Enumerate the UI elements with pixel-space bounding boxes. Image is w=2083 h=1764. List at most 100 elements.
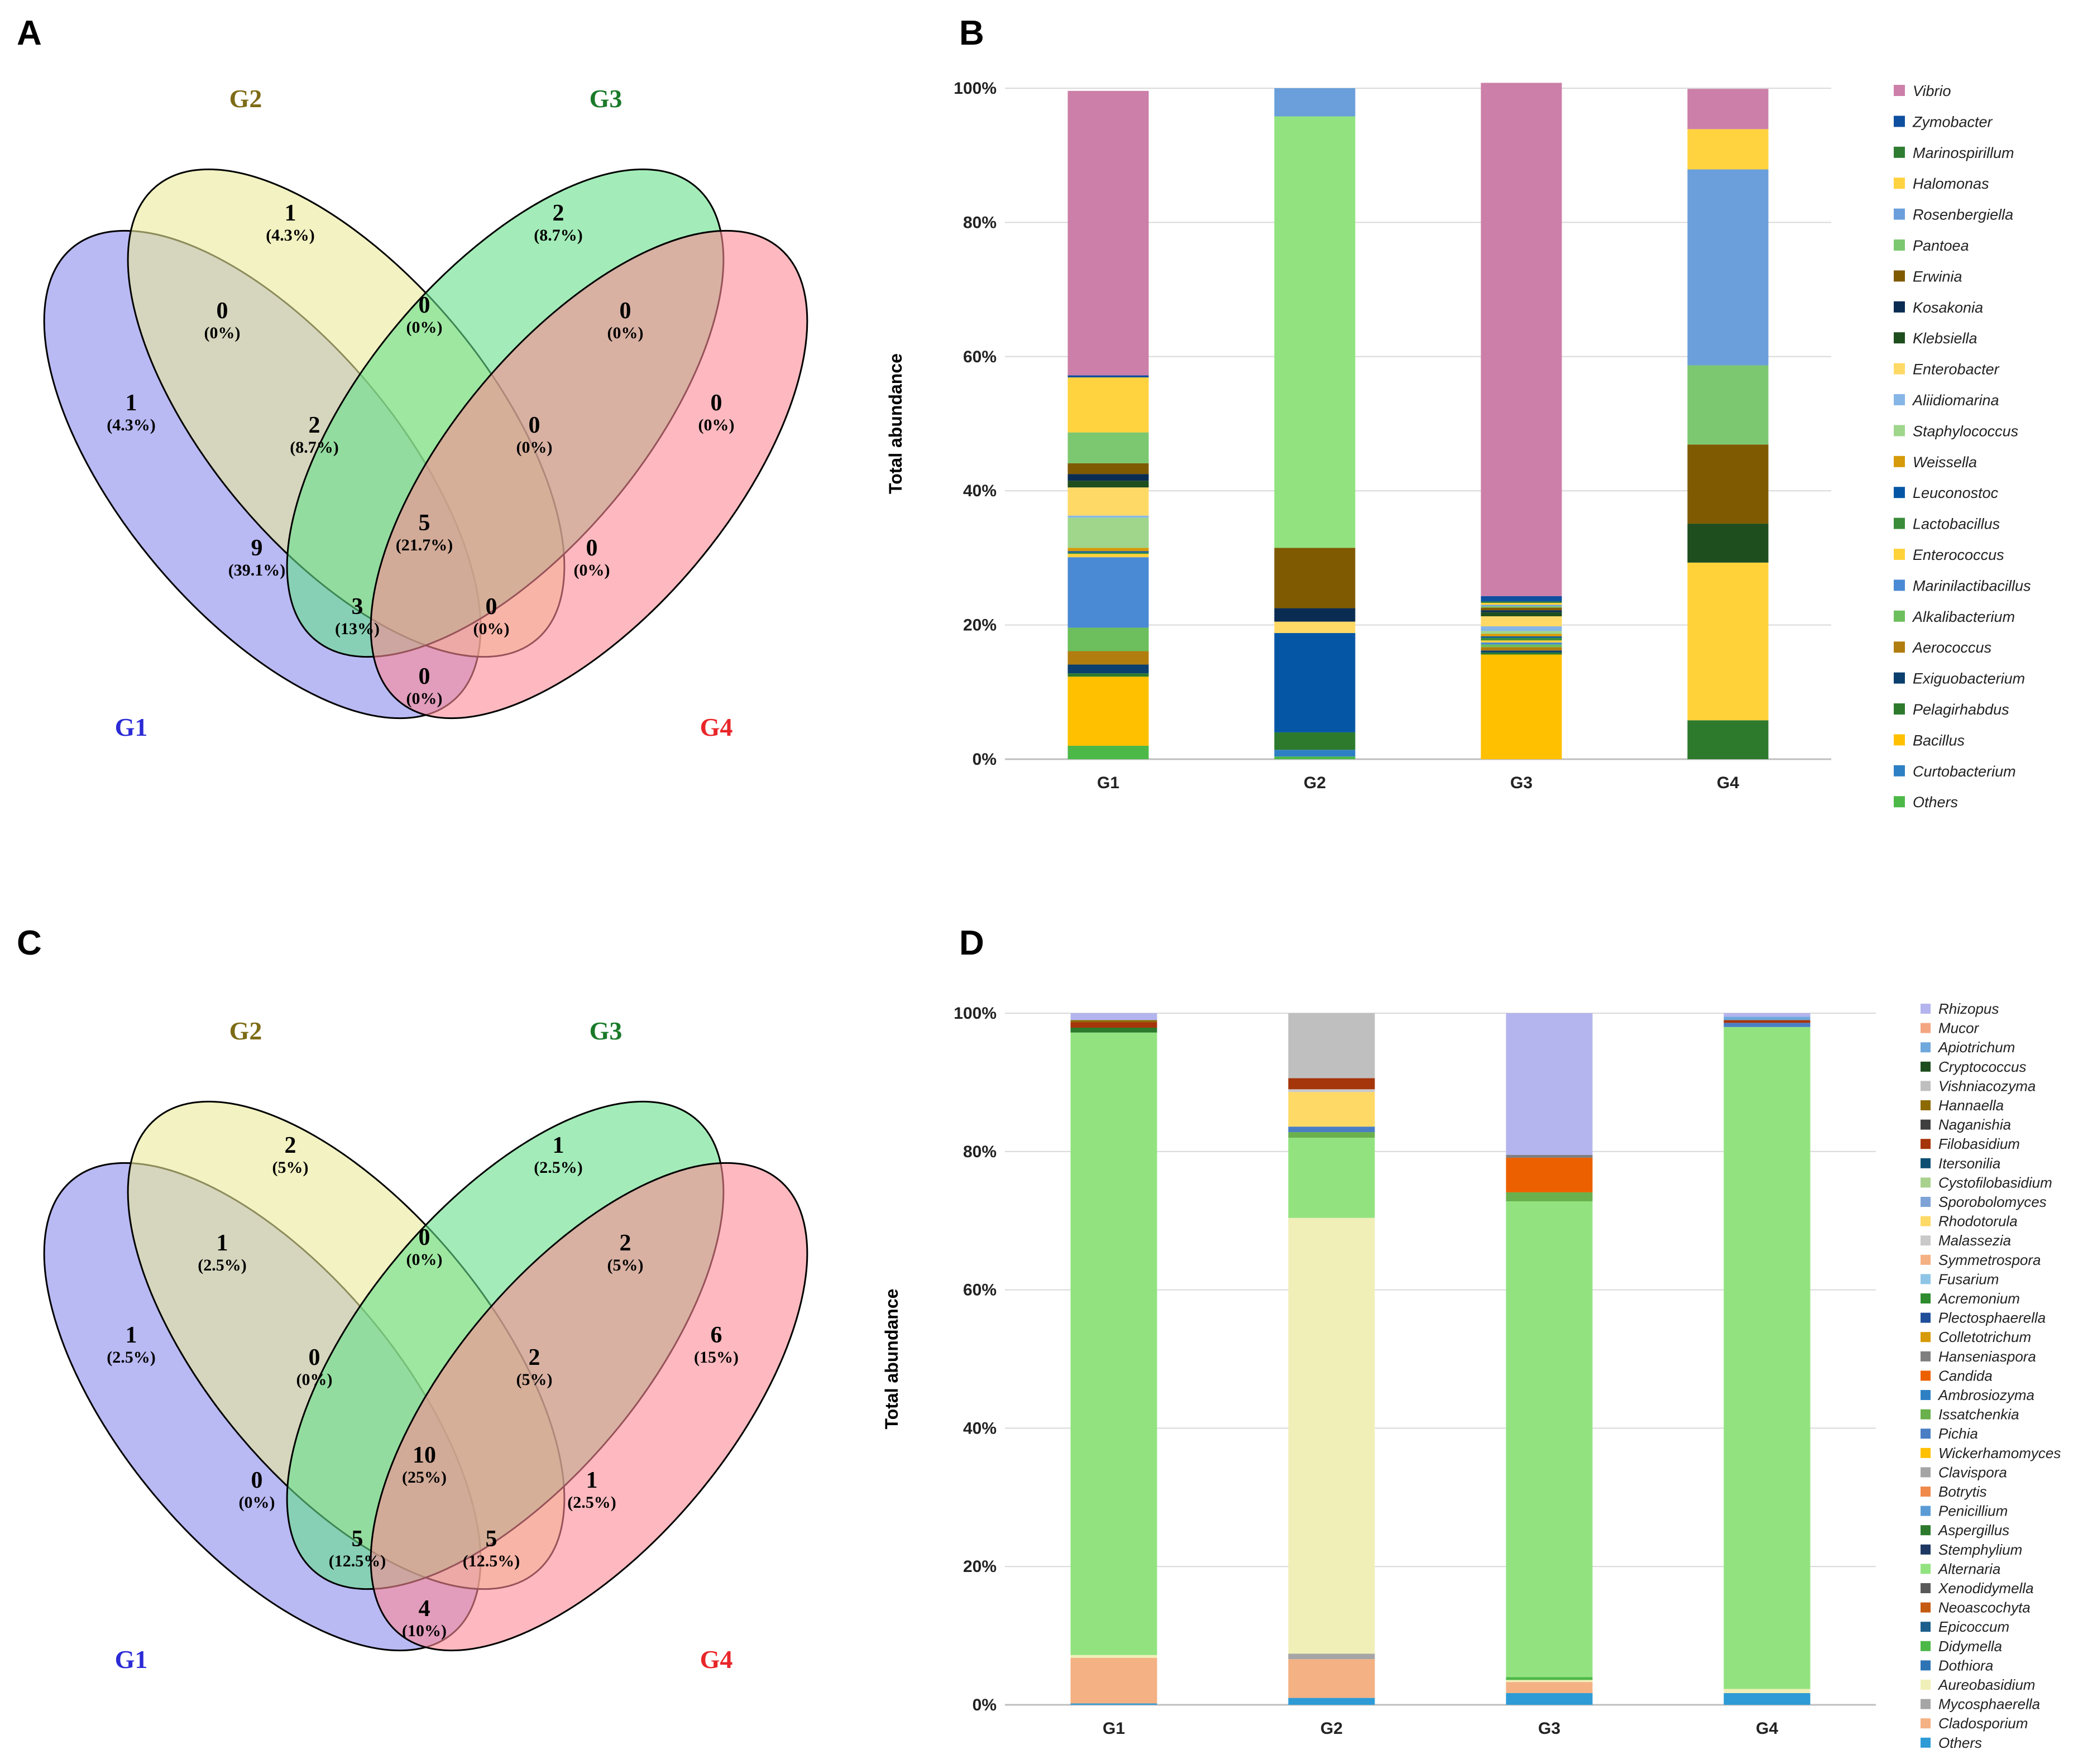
region-count-g1g3: 9 <box>251 535 263 561</box>
region-percent-g2g3: (0%) <box>406 1250 443 1269</box>
region-count-g1g3g4: 5 <box>352 1526 363 1552</box>
bar-segment-erwinia-g1 <box>1067 463 1149 474</box>
set-label-g2: G2 <box>229 84 262 113</box>
legend-swatch <box>1894 301 1905 313</box>
x-tick-label: G1 <box>1103 1719 1125 1738</box>
region-percent-g1g4: (0%) <box>406 689 443 708</box>
legend-swatch <box>1921 1235 1931 1246</box>
legend-label: Plectosphaerella <box>1938 1310 2046 1326</box>
bar-segment-pelagirhabdus-g3 <box>1481 652 1562 655</box>
bar-segment-mycosphaerella-g2 <box>1288 1653 1375 1660</box>
bar-segment-marinilactibacillus-g1 <box>1067 557 1149 628</box>
bar-segment-pantoea-g2 <box>1274 116 1356 548</box>
y-tick-label: 0% <box>973 1696 997 1714</box>
legend-label: Cystofilobasidium <box>1938 1174 2052 1191</box>
legend-label: Dothiora <box>1938 1657 1993 1674</box>
legend-swatch <box>1921 1506 1931 1516</box>
bar-segment-lactobacillus-g3 <box>1481 637 1562 641</box>
region-count-g2_only: 1 <box>285 200 296 226</box>
region-count-g1g2g4: 5 <box>486 1526 497 1552</box>
legend-swatch <box>1894 425 1905 437</box>
legend-swatch <box>1894 765 1905 776</box>
bar-segment-weissella-g3 <box>1481 634 1562 637</box>
region-percent-all: (25%) <box>402 1468 447 1487</box>
legend-label: Klebsiella <box>1913 330 1977 347</box>
bar-segment-enterococcus-g1 <box>1067 554 1149 558</box>
bar-segment-filobasidium-g1 <box>1070 1022 1157 1028</box>
legend-label: Aureobasidium <box>1937 1676 2035 1693</box>
x-tick-label: G3 <box>1538 1719 1560 1738</box>
region-percent-g4_only: (15%) <box>694 1348 739 1367</box>
bar-segment-alternaria-g1 <box>1070 1032 1157 1655</box>
bar-segment-cladosporium-g2 <box>1288 1659 1375 1698</box>
x-tick-label: G3 <box>1510 774 1533 792</box>
region-count-g4_only: 6 <box>711 1322 722 1348</box>
legend-label: Cladosporium <box>1938 1715 2028 1732</box>
bar-segment-aerococcus-g3 <box>1481 647 1562 651</box>
legend-swatch <box>1894 394 1905 405</box>
bar-segment-erwinia-g4 <box>1687 444 1769 524</box>
region-percent-g3_only: (8.7%) <box>534 226 582 245</box>
region-count-g1g2: 0 <box>217 298 228 324</box>
bar-segment-enterobacter-g3 <box>1481 616 1562 627</box>
legend-swatch <box>1921 1081 1931 1091</box>
bar-segment-aureobasidium-g4 <box>1723 1689 1811 1693</box>
legend-swatch <box>1921 1004 1931 1014</box>
legend-label: Alkalibacterium <box>1912 608 2015 625</box>
legend-swatch <box>1921 1390 1931 1400</box>
legend-label: Neoascochyta <box>1938 1599 2031 1616</box>
bar-segment-aureobasidium-g1 <box>1070 1655 1157 1658</box>
bar-segment-pichia-g2 <box>1288 1127 1375 1133</box>
legend-label: Xenodidymella <box>1938 1580 2034 1597</box>
legend-label: Didymella <box>1938 1638 2002 1655</box>
legend-swatch <box>1921 1216 1931 1226</box>
bar-segment-leuconostoc-g1 <box>1067 551 1149 553</box>
region-percent-g1g3: (0%) <box>239 1493 275 1512</box>
bar-segment-alkalibacterium-g1 <box>1067 627 1149 651</box>
bar-segment-halomonas-g1 <box>1067 377 1149 433</box>
region-count-g1g2g3: 2 <box>309 413 320 438</box>
region-percent-g2g4: (0%) <box>574 561 610 579</box>
y-axis-title: Total abundance <box>885 353 906 494</box>
region-percent-g1g4: (10%) <box>402 1622 447 1640</box>
legend-label: Mycosphaerella <box>1938 1696 2040 1713</box>
legend-label: Enterobacter <box>1913 361 2000 378</box>
bar-segment-vibrio-g1 <box>1067 90 1149 376</box>
region-count-g1g4: 4 <box>419 1596 430 1622</box>
legend-label: Apiotrichum <box>1937 1039 2015 1056</box>
bar-segment-alkalibacterium-g3 <box>1481 644 1562 648</box>
legend-swatch <box>1921 1119 1931 1130</box>
bar-segment-apiotrichum-g4 <box>1723 1017 1811 1020</box>
region-percent-g2g3g4: (5%) <box>516 1370 553 1389</box>
region-percent-all: (21.7%) <box>396 536 453 554</box>
legend-swatch <box>1921 1564 1931 1574</box>
legend-swatch <box>1894 363 1905 375</box>
legend-swatch <box>1921 1699 1931 1709</box>
legend-swatch <box>1921 1274 1931 1284</box>
bar-segment-pelagirhabdus-g1 <box>1067 673 1149 677</box>
bar-segment-filobasidium-g4 <box>1723 1020 1811 1023</box>
legend-swatch <box>1921 1042 1931 1053</box>
bar-segment-leuconostoc-g2 <box>1274 633 1356 732</box>
bar-segment-kosakonia-g2 <box>1274 608 1356 622</box>
bar-segment-malassezia-g2 <box>1288 1089 1375 1092</box>
bar-segment-vibrio-g3 <box>1481 83 1562 596</box>
region-count-g1g2: 1 <box>217 1230 228 1256</box>
legend-swatch <box>1894 734 1905 746</box>
legend-label: Stemphylium <box>1938 1541 2022 1558</box>
legend-label: Exiguobacterium <box>1913 670 2025 687</box>
bar-segment-zymobacter-g1 <box>1067 375 1149 378</box>
bar-segment-curtobacterium-g2 <box>1274 750 1356 757</box>
x-tick-label: G2 <box>1304 774 1326 792</box>
legend-label: Enterococcus <box>1913 547 2004 563</box>
legend-swatch <box>1921 1351 1931 1362</box>
legend-swatch <box>1894 487 1905 498</box>
legend-swatch <box>1921 1293 1931 1303</box>
region-count-g1_only: 1 <box>126 390 137 416</box>
region-count-g2g3: 0 <box>419 1225 430 1250</box>
legend-label: Hannaella <box>1938 1097 2004 1114</box>
region-count-g3g4: 0 <box>620 298 631 324</box>
panel-label-c: C <box>17 924 42 962</box>
legend-swatch <box>1894 610 1905 622</box>
